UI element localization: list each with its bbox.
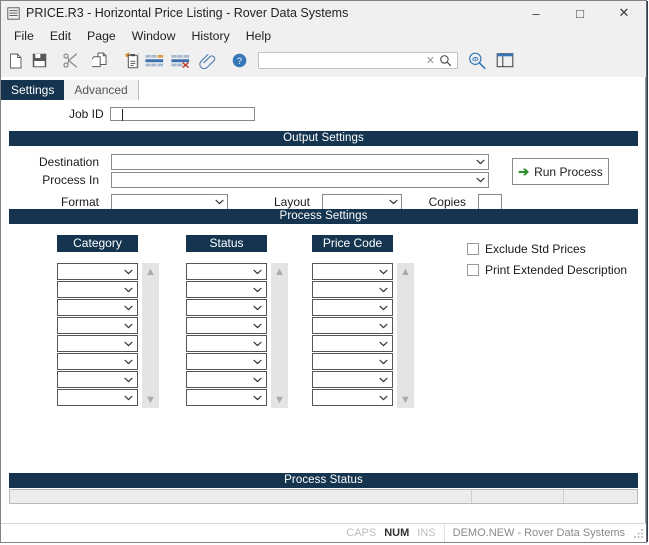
svg-text:?: ? xyxy=(237,56,242,66)
